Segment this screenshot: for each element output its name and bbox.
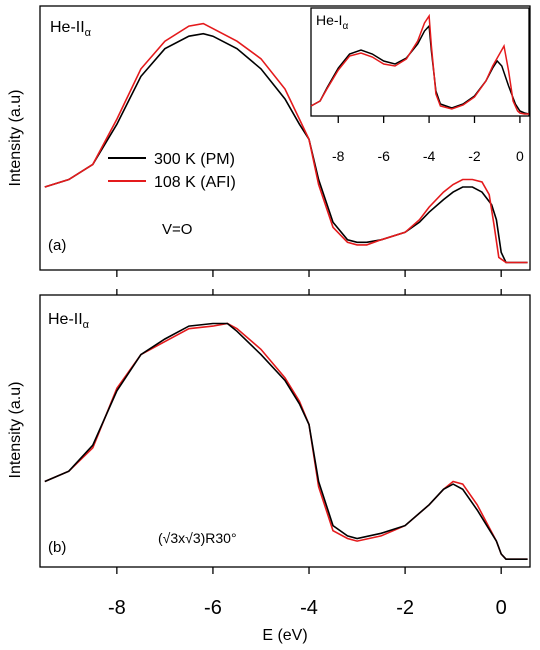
panel-b: He-IIα (b) (√3x√3)R30° xyxy=(39,289,531,574)
panel-a-label: (a) xyxy=(48,237,66,254)
inset-tick-label: -6 xyxy=(377,148,390,164)
panel-a-ticks xyxy=(116,270,502,277)
panel-a-annotation: V=O xyxy=(162,221,192,238)
panel-b-label: (b) xyxy=(48,539,66,556)
inset-tick-label: -2 xyxy=(468,148,481,164)
inset-ticks: -8 -6 -4 -2 0 xyxy=(332,116,524,164)
x-tick-label: -8 xyxy=(108,597,126,619)
x-tick-label: -6 xyxy=(204,597,222,619)
legend-label-108k: 108 K (AFI) xyxy=(154,174,236,191)
panel-b-annotation: (√3x√3)R30° xyxy=(158,530,237,546)
x-tick-label: -2 xyxy=(396,597,414,619)
panel-b-ticks xyxy=(116,289,502,574)
panel-a-frame xyxy=(39,5,531,271)
legend: 300 K (PM) 108 K (AFI) xyxy=(108,151,236,191)
panel-b-frame xyxy=(39,294,531,568)
legend-label-300k: 300 K (PM) xyxy=(154,151,235,168)
inset-tick-label: 0 xyxy=(516,148,524,164)
panel-b-series-108k xyxy=(44,322,528,561)
x-tick-label: -4 xyxy=(300,597,318,619)
inset-frame xyxy=(310,7,530,117)
panel-a-y-axis-title: Intensity (a.u) xyxy=(7,90,24,187)
panel-a: He-IIα (a) V=O 300 K (PM) 108 K (AFI) xyxy=(39,5,531,277)
panel-a-series-108k xyxy=(44,22,528,264)
inset-tick-label: -8 xyxy=(332,148,345,164)
inset-tick-label: -4 xyxy=(423,148,436,164)
panel-b-source-label: He-IIα xyxy=(48,311,90,331)
panel-b-series-300k xyxy=(44,322,528,561)
panel-a-source-label: He-IIα xyxy=(50,19,92,39)
x-axis-title: E (eV) xyxy=(262,627,307,644)
inset: -8 -6 -4 -2 0 He-Iα xyxy=(310,7,530,164)
panel-b-y-axis-title: Intensity (a.u) xyxy=(7,382,24,479)
x-tick-labels: -8 -6 -4 -2 0 xyxy=(108,597,507,619)
inset-series-108k xyxy=(310,13,529,115)
x-tick-label: 0 xyxy=(496,597,507,619)
inset-source-label: He-Iα xyxy=(316,12,348,32)
panel-a-series-300k xyxy=(44,32,528,264)
